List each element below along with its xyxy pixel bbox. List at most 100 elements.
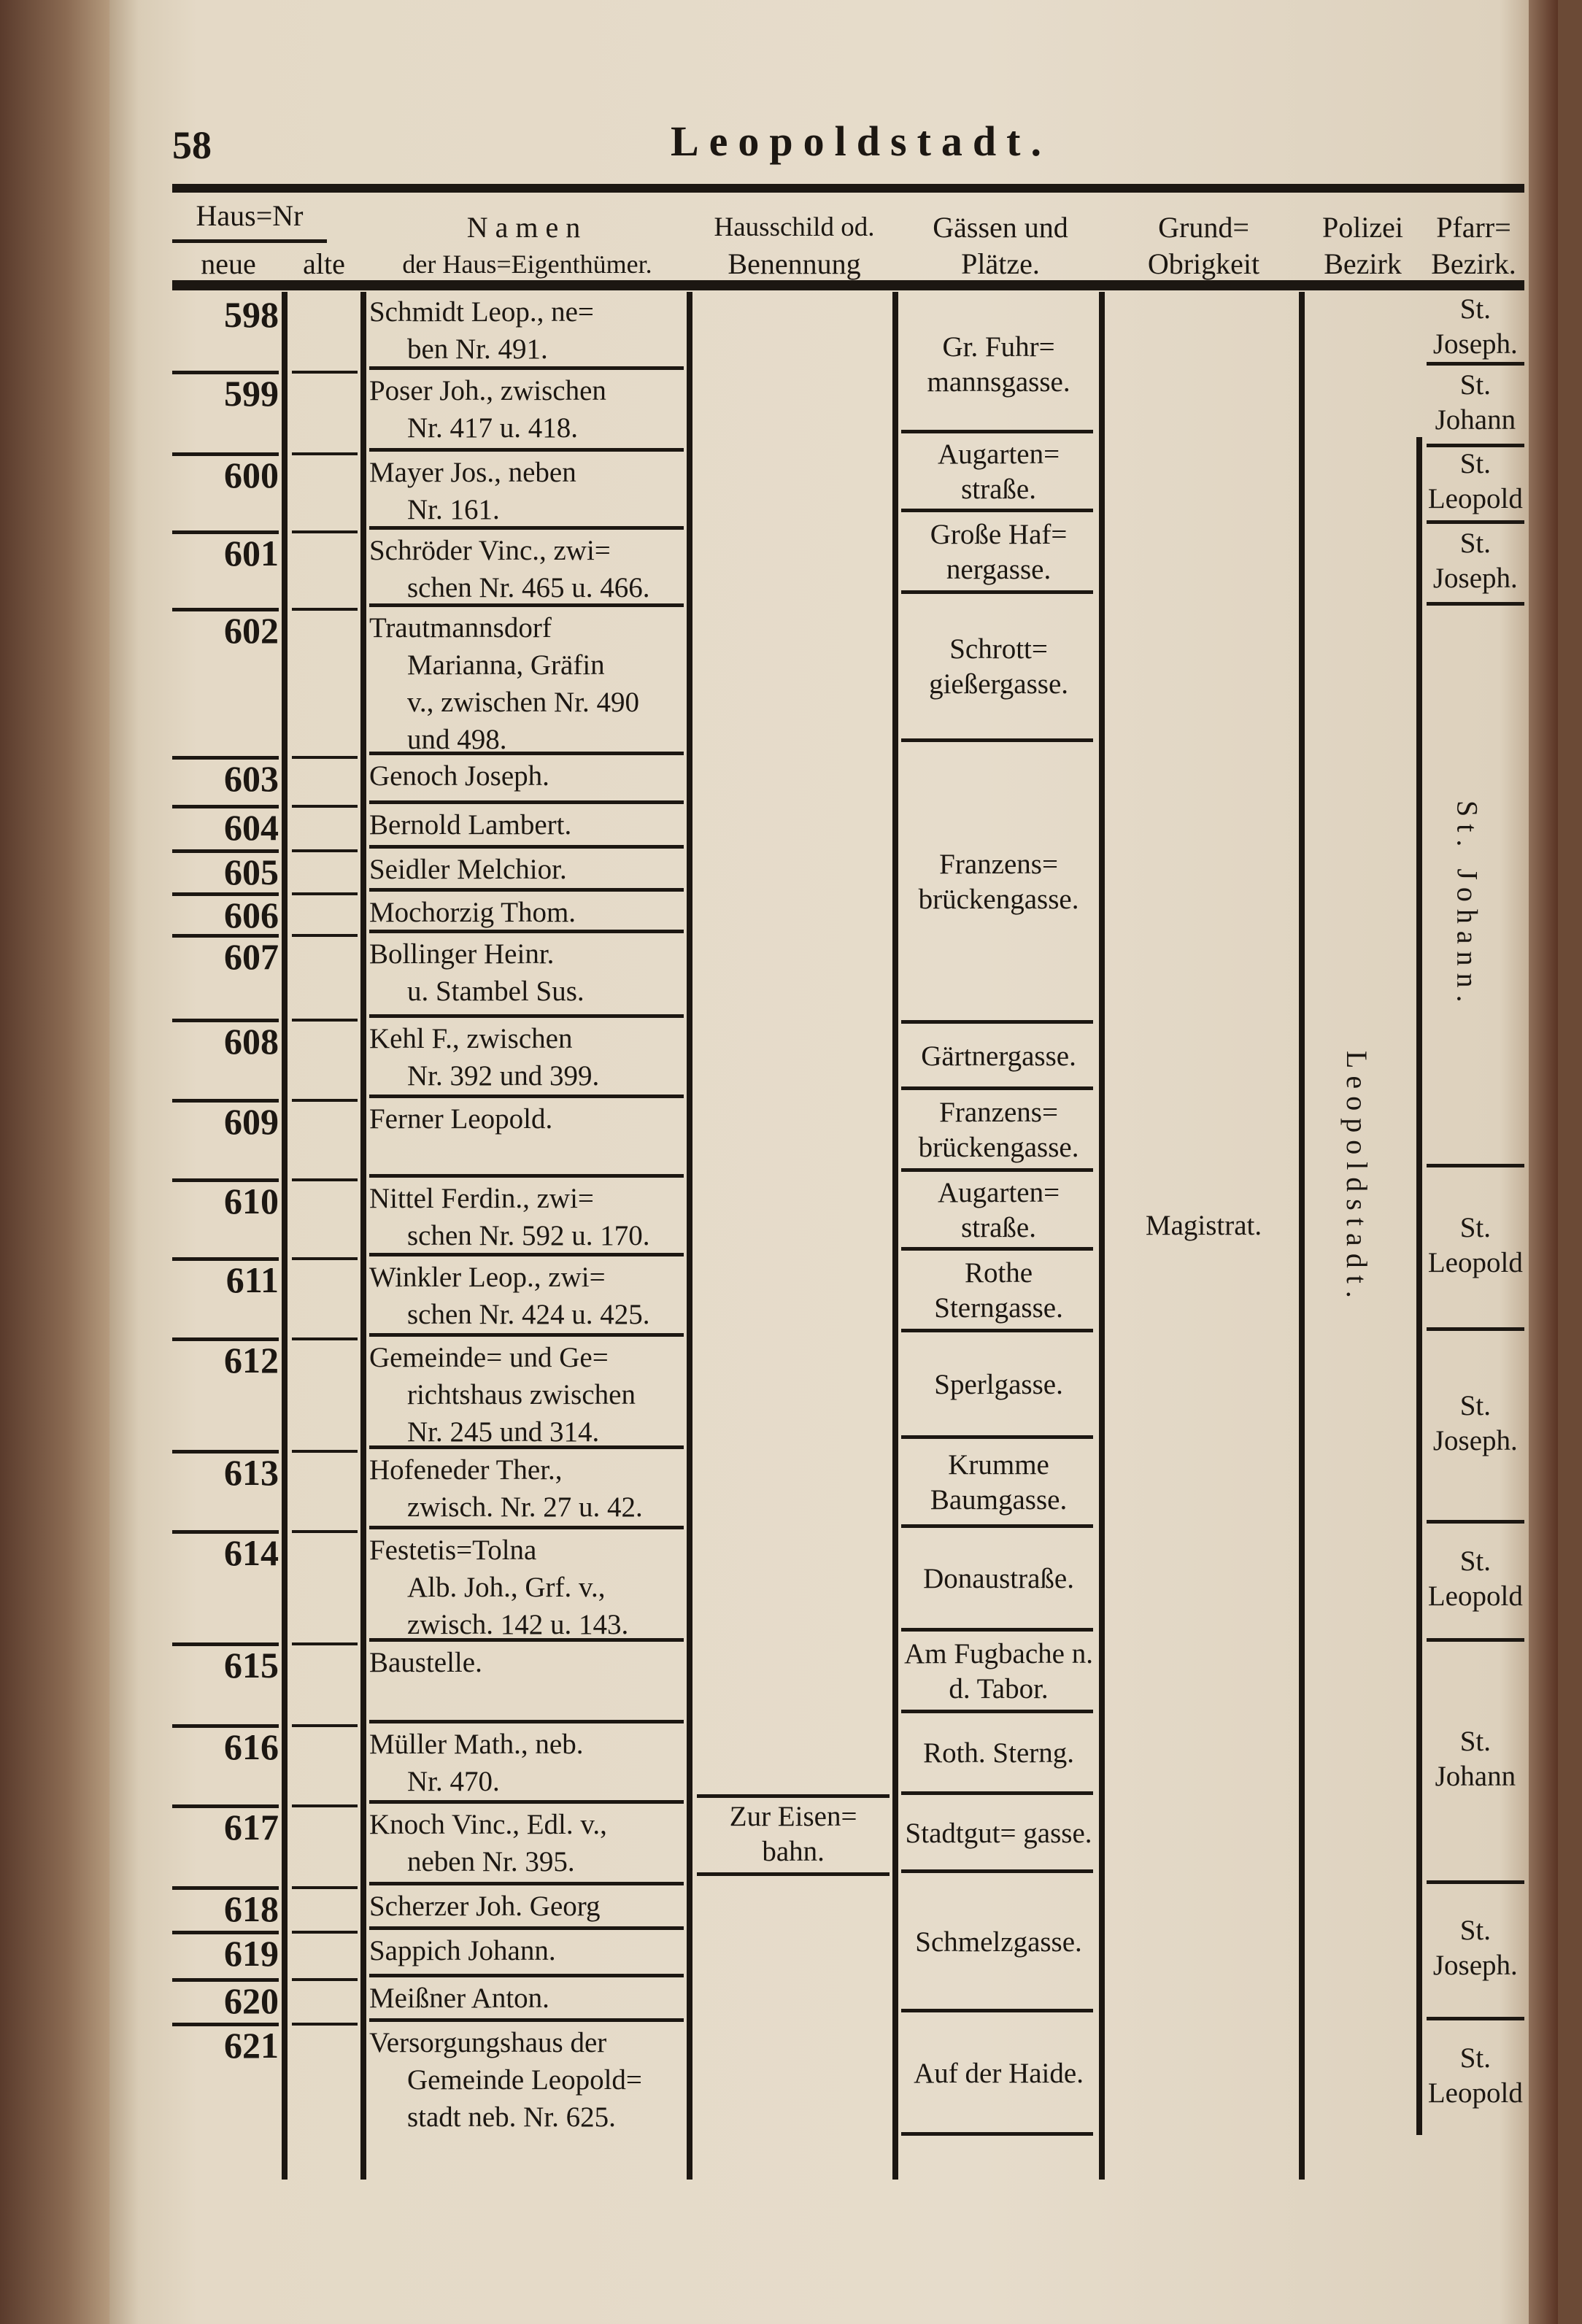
- parish-cell: St. Johann: [1435, 1725, 1516, 1792]
- row-rule: [369, 1014, 684, 1018]
- owner-name-line: Ferner Leopold.: [369, 1103, 553, 1135]
- street-cell: Donaustraße.: [923, 1563, 1074, 1595]
- owner-name: Genoch Joseph.: [369, 757, 549, 795]
- column-rule: [282, 292, 288, 2180]
- owner-name: Nittel Ferdin., zwi= schen Nr. 592 u. 170…: [369, 1180, 650, 1254]
- row-rule: [369, 1881, 684, 1885]
- parish-cell: St. Johann: [1435, 368, 1516, 436]
- row-rule: [292, 1257, 358, 1261]
- row-rule: [171, 2022, 279, 2026]
- owner-name-line: u. Stambel Sus.: [406, 976, 584, 1008]
- street-rule: [901, 738, 1093, 742]
- owner-name-line: Schröder Vinc., zwi=: [369, 535, 611, 567]
- street-rule: [901, 1628, 1093, 1632]
- page-edge: [1529, 0, 1558, 2324]
- owner-name-line: neben Nr. 395.: [406, 1845, 575, 1877]
- parish-rule: [1426, 1519, 1524, 1524]
- owner-name: Festetis=Tolna Alb. Joh., Grf. v., zwisch.…: [369, 1532, 628, 1643]
- street-cell: Am Fugbache n. d. Tabor.: [904, 1638, 1093, 1705]
- parish-rule: [1426, 1327, 1524, 1331]
- street-rule: [901, 1524, 1093, 1528]
- street-cell: Stadtgut= gasse.: [905, 1817, 1092, 1849]
- owner-name: Trautmannsdorf Marianna, Gräfin v., zwisch…: [369, 609, 639, 758]
- owner-name-line: Scherzer Joh. Georg: [369, 1890, 601, 1922]
- street-cell: Sperlgasse.: [934, 1368, 1063, 1400]
- owner-name-line: Marianna, Gräfin: [406, 649, 605, 682]
- header-grund-sub: Obrigkeit: [1147, 247, 1260, 280]
- owner-name-line: schen Nr. 424 u. 425.: [406, 1299, 650, 1331]
- owner-name: Poser Joh., zwischen Nr. 417 u. 418.: [369, 372, 606, 447]
- street-rule: [901, 430, 1093, 434]
- row-rule: [171, 1098, 279, 1103]
- row-rule: [369, 1445, 684, 1450]
- owner-name: Mochorzig Thom.: [369, 894, 576, 931]
- owner-name: Kehl F., zwischen Nr. 392 und 399.: [369, 1020, 599, 1095]
- street-cell: Augarten= straße.: [937, 1177, 1060, 1244]
- house-number-new: 601: [224, 533, 279, 574]
- owner-name-line: schen Nr. 592 u. 170.: [406, 1220, 650, 1252]
- owner-name: Schröder Vinc., zwi= schen Nr. 465 u. 466…: [369, 532, 650, 606]
- house-number-new: 605: [224, 852, 279, 893]
- house-number-new: 599: [224, 373, 279, 414]
- parish-cell: St. Leopold: [1427, 448, 1523, 515]
- owner-name: Seidler Melchior.: [369, 851, 567, 888]
- owner-name: Versorgungshaus der Gemeinde Leopold= stad…: [369, 2024, 642, 2136]
- street-rule: [901, 1869, 1093, 1874]
- house-number-new: 610: [224, 1181, 279, 1222]
- owner-name-line: Kehl F., zwischen: [369, 1023, 573, 1055]
- owner-name-line: Winkler Leop., zwi=: [369, 1262, 606, 1294]
- owner-name-line: und 498.: [406, 724, 507, 756]
- street-rule: [901, 1086, 1093, 1091]
- header-hausschild-sub: Benennung: [728, 247, 861, 280]
- row-rule: [292, 1804, 358, 1807]
- page-number: 58: [172, 123, 212, 167]
- row-rule: [292, 608, 358, 611]
- owner-name-line: Festetis=Tolna: [369, 1534, 537, 1567]
- row-rule: [292, 805, 358, 808]
- grund-obrigkeit-cell: Magistrat.: [1145, 1210, 1262, 1241]
- row-rule: [171, 530, 279, 535]
- owner-name-line: Versorgungshaus der: [369, 2026, 607, 2058]
- house-number-new: 609: [224, 1100, 279, 1142]
- owner-name: Schmidt Leop., ne= ben Nr. 491.: [369, 293, 594, 368]
- row-rule: [292, 1724, 358, 1728]
- row-rule: [369, 752, 684, 756]
- owner-name-line: Gemeinde Leopold=: [406, 2064, 642, 2096]
- book-binding-edge: [0, 0, 109, 2324]
- house-number-new: 616: [224, 1726, 279, 1768]
- owner-name-line: Poser Joh., zwischen: [369, 375, 606, 407]
- owner-name-line: Gemeinde= und Ge=: [369, 1341, 609, 1373]
- owner-name: Ferner Leopold.: [369, 1100, 552, 1138]
- owner-name-line: Hofeneder Ther.,: [369, 1454, 563, 1486]
- running-title: Leopoldstadt.: [670, 117, 1052, 165]
- street-rule: [901, 1709, 1093, 1713]
- street-rule: [901, 1328, 1093, 1332]
- row-rule: [171, 1018, 279, 1022]
- row-rule: [369, 888, 684, 892]
- owner-name-line: zwisch. 142 u. 143.: [406, 1609, 629, 1641]
- parish-cell: St. Joseph.: [1432, 528, 1518, 595]
- parish-rule: [1426, 1164, 1524, 1168]
- owner-name-line: Alb. Joh., Grf. v.,: [406, 1572, 606, 1604]
- header-polizei: Polizei: [1321, 211, 1404, 244]
- row-rule: [171, 1977, 279, 1982]
- house-number-new: 611: [225, 1259, 279, 1301]
- row-rule: [171, 1257, 279, 1262]
- owner-name-line: zwisch. Nr. 27 u. 42.: [406, 1491, 643, 1524]
- row-rule: [292, 849, 358, 853]
- owner-name-line: Müller Math., neb.: [369, 1729, 584, 1761]
- row-rule: [369, 1638, 684, 1642]
- row-rule: [292, 1337, 358, 1340]
- column-rule: [1416, 437, 1422, 2136]
- owner-name: Hofeneder Ther., zwisch. Nr. 27 u. 42.: [369, 1451, 643, 1526]
- book-page: [109, 0, 1558, 2324]
- owner-name-line: schen Nr. 465 u. 466.: [406, 572, 650, 604]
- header-grund: Grund=: [1158, 211, 1249, 244]
- row-rule: [369, 1332, 684, 1337]
- street-cell: Roth. Sterng.: [923, 1737, 1074, 1769]
- parish-rule: [1426, 520, 1524, 525]
- house-number-new: 617: [224, 1806, 279, 1848]
- row-rule: [369, 447, 684, 452]
- row-rule: [171, 1885, 279, 1890]
- header-bottom-rule: [172, 280, 1524, 290]
